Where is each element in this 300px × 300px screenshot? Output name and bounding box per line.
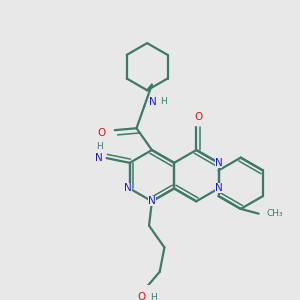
Text: N: N bbox=[95, 153, 103, 163]
Text: H: H bbox=[96, 142, 102, 151]
Text: O: O bbox=[194, 112, 202, 122]
Text: N: N bbox=[214, 158, 222, 168]
Text: H: H bbox=[150, 293, 157, 300]
Text: O: O bbox=[137, 292, 146, 300]
Text: O: O bbox=[97, 128, 105, 138]
Text: N: N bbox=[124, 184, 132, 194]
Text: CH₃: CH₃ bbox=[266, 209, 283, 218]
Text: H: H bbox=[160, 97, 167, 106]
Text: N: N bbox=[214, 184, 222, 194]
Text: N: N bbox=[149, 97, 157, 107]
Text: N: N bbox=[148, 196, 156, 206]
